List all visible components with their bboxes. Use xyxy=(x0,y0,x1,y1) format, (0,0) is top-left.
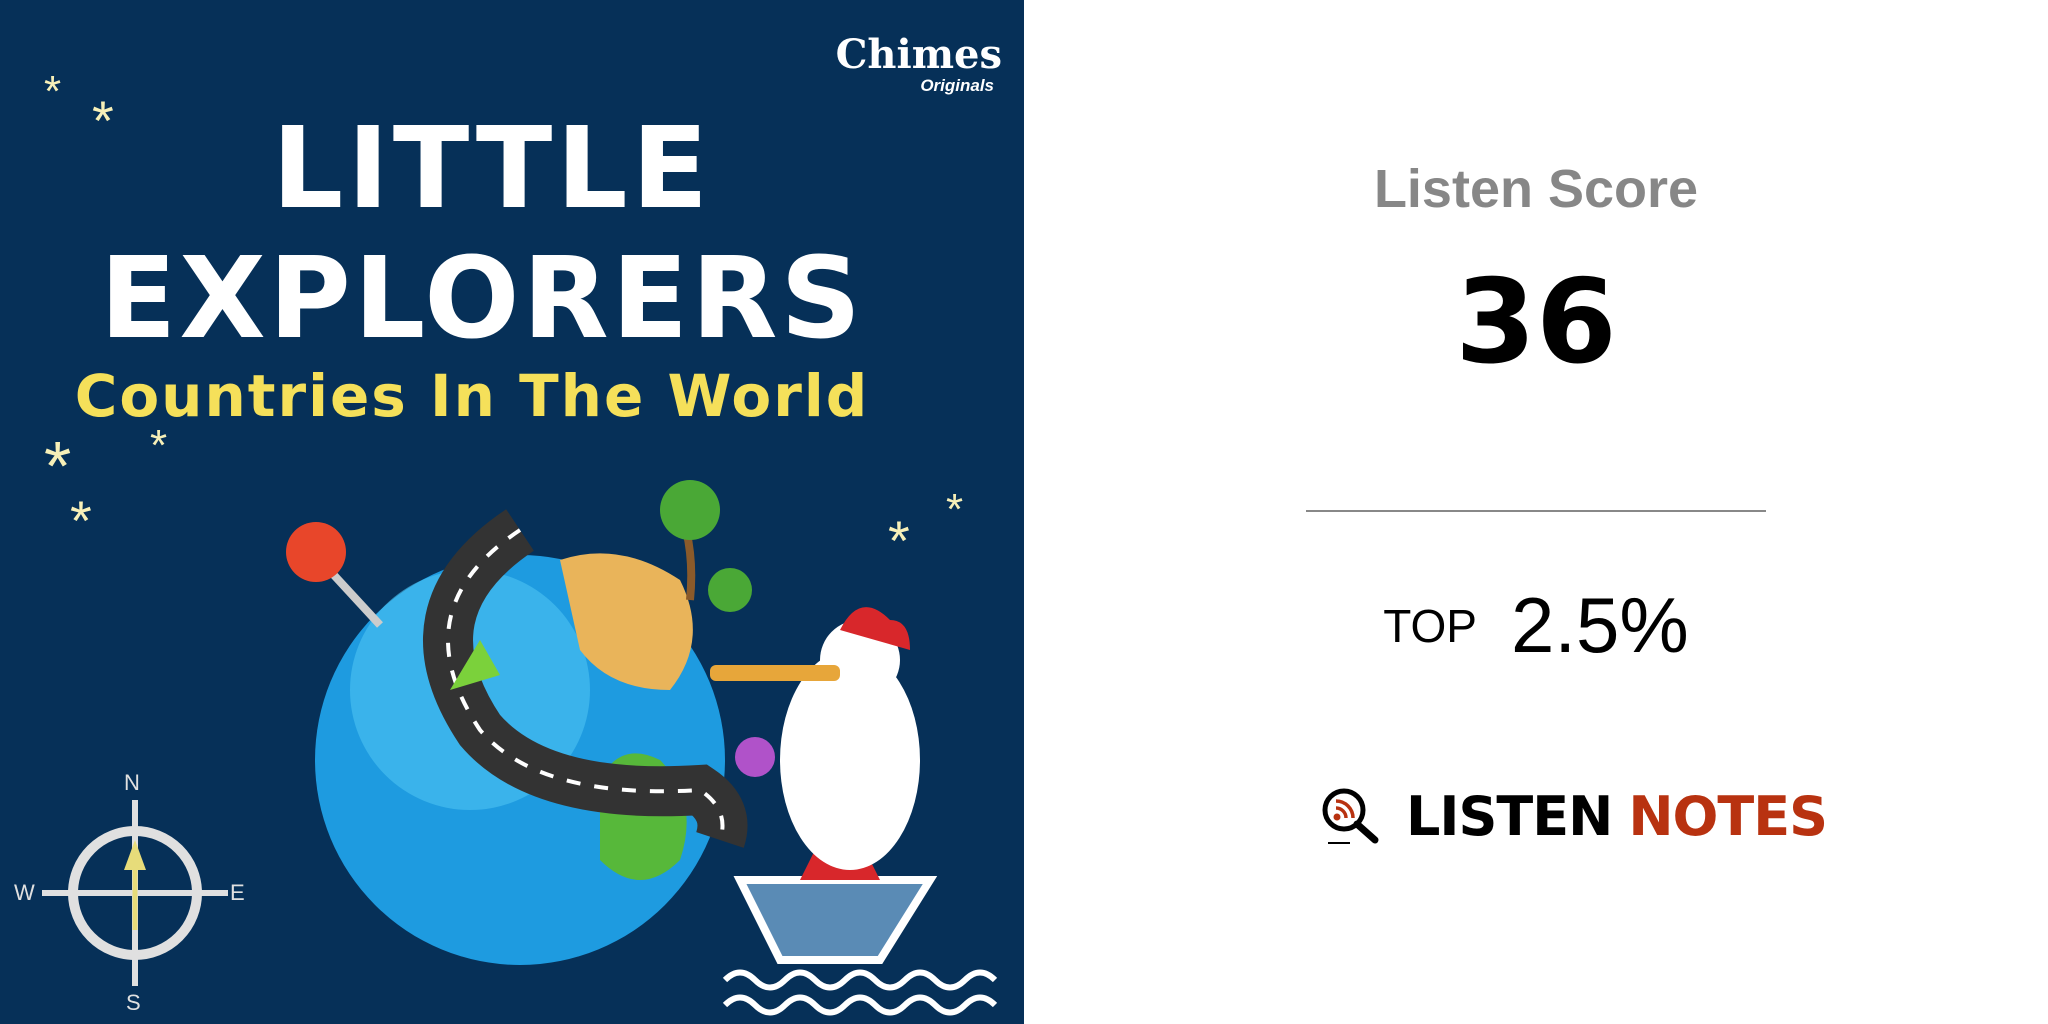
logo-word-notes: NOTES xyxy=(1628,784,1828,848)
svg-text:*: * xyxy=(946,485,963,534)
top-percentile: TOP 2.5% xyxy=(1024,580,2048,671)
top-label: TOP xyxy=(1383,599,1477,652)
top-value: 2.5% xyxy=(1510,581,1689,669)
listen-score-panel: Listen Score 36 TOP 2.5% LISTEN NOTES xyxy=(1024,0,2048,1024)
svg-text:*: * xyxy=(888,509,910,572)
compass-north-label: N xyxy=(124,770,140,795)
compass-icon xyxy=(42,800,228,986)
listen-score-label: Listen Score xyxy=(1373,159,1699,219)
svg-text:*: * xyxy=(150,421,167,470)
svg-text:*: * xyxy=(44,67,61,116)
svg-text:*: * xyxy=(92,89,114,152)
listen-notes-logo: LISTEN NOTES xyxy=(1320,784,1828,848)
podcast-cover-art: * * * * * * * xyxy=(0,0,1024,1024)
svg-text:*: * xyxy=(70,489,92,552)
compass-west-label: W xyxy=(14,880,35,905)
compass-east-label: E xyxy=(230,880,245,905)
chimes-sub: Originals xyxy=(920,76,994,95)
cover-title-line1: LITTLE xyxy=(271,104,713,234)
chimes-logo: Chimes Originals xyxy=(812,34,1002,96)
star-icons: * * * * * * * xyxy=(44,67,963,572)
compass-south-label: S xyxy=(126,990,141,1015)
logo-word-listen: LISTEN xyxy=(1406,784,1613,848)
divider xyxy=(1306,510,1766,512)
chimes-brand: Chimes xyxy=(835,31,1002,78)
cover-title-line2: EXPLORERS xyxy=(99,234,865,364)
cover-subtitle: Countries In The World xyxy=(74,362,870,430)
svg-text:*: * xyxy=(44,427,71,505)
listen-score-value: 36 xyxy=(1455,255,1617,390)
magnifier-podcast-icon xyxy=(1322,788,1379,844)
cover-illustration: * * * * * * * xyxy=(42,67,998,1016)
